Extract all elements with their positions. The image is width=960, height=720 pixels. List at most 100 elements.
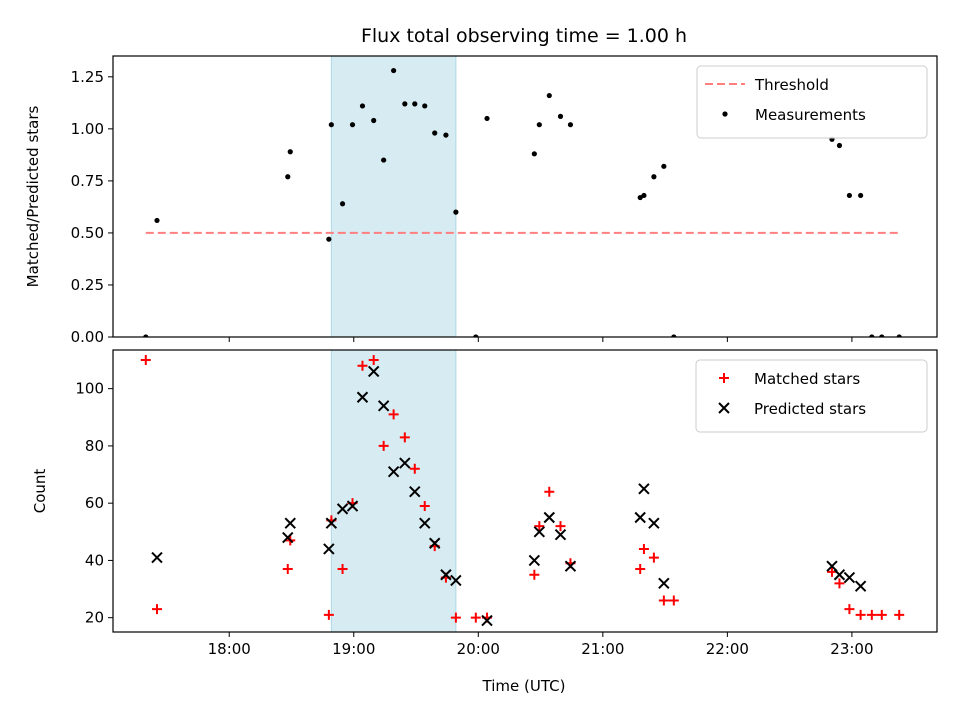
y-tick-label-top-3: 0.75 xyxy=(71,172,104,190)
point-bottom-s1-21 xyxy=(554,528,567,541)
point-bottom-s0-14 xyxy=(419,501,430,512)
x-tick-label-0: 18:00 xyxy=(208,640,251,658)
point-top-s0-5 xyxy=(328,122,334,128)
point-bottom-s1-0 xyxy=(151,551,163,564)
point-bottom-s0-6 xyxy=(337,564,348,575)
point-top-s0-14 xyxy=(422,103,428,109)
legend-label-bottom-0: Matched stars xyxy=(754,370,860,388)
point-top-s0-36 xyxy=(896,334,902,337)
point-top-s0-1 xyxy=(154,217,160,224)
point-bottom-s1-7 xyxy=(356,391,369,403)
chart-title: Flux total observing time = 1.00 h xyxy=(361,25,687,47)
y-tick-label-bottom-1: 40 xyxy=(85,551,104,569)
point-bottom-s1-19 xyxy=(533,526,546,538)
legend-top: Threshold Measurements xyxy=(696,65,928,139)
point-top-s0-2 xyxy=(285,174,291,180)
point-top-s0-27 xyxy=(651,174,657,180)
point-bottom-s1-4 xyxy=(325,517,338,529)
point-bottom-s1-29 xyxy=(843,571,856,584)
point-top-s0-29 xyxy=(671,334,677,337)
point-bottom-s1-3 xyxy=(323,543,335,555)
point-bottom-s0-33 xyxy=(855,609,866,620)
legend-label-top-0: Threshold xyxy=(754,76,829,94)
legend-label-top-1: Measurements xyxy=(755,106,866,124)
point-bottom-s0-8 xyxy=(357,360,368,371)
point-bottom-s0-31 xyxy=(834,578,845,589)
y-tick-label-bottom-0: 20 xyxy=(85,609,104,627)
point-bottom-s0-23 xyxy=(555,521,566,532)
point-top-s0-20 xyxy=(531,151,537,157)
point-bottom-s1-15 xyxy=(440,569,452,581)
legend-box-bottom xyxy=(695,359,928,433)
point-top-s0-16 xyxy=(443,132,449,138)
point-bottom-s0-27 xyxy=(648,552,659,563)
y-tick-label-top-0: 0.00 xyxy=(71,328,104,346)
point-top-s0-32 xyxy=(846,192,853,199)
series-predicted-stars xyxy=(151,365,867,627)
point-top-s0-7 xyxy=(349,122,356,128)
x-tick-label-3: 21:00 xyxy=(581,640,624,658)
point-bottom-s1-30 xyxy=(854,580,867,592)
point-top-s0-26 xyxy=(641,192,647,199)
point-bottom-s1-2 xyxy=(284,517,296,529)
point-top-s0-35 xyxy=(879,334,885,337)
point-bottom-s0-17 xyxy=(450,612,461,623)
point-bottom-s0-0 xyxy=(140,355,151,366)
point-bottom-s0-13 xyxy=(409,463,420,474)
x-tick-label-2: 20:00 xyxy=(457,640,500,658)
panel-count: 20 40 60 80 100 18:00 19:00 20:00 21:00 22:00 23:0… xyxy=(31,349,938,658)
legend-handle-bottom-1 xyxy=(718,402,730,414)
point-top-s0-28 xyxy=(661,163,667,169)
point-bottom-s0-28 xyxy=(658,595,669,606)
point-bottom-s0-4 xyxy=(323,609,334,620)
point-bottom-s0-2 xyxy=(282,564,293,575)
point-top-s0-4 xyxy=(326,236,332,242)
point-bottom-s1-20 xyxy=(543,511,555,524)
point-bottom-s1-1 xyxy=(282,531,294,544)
point-bottom-s1-18 xyxy=(528,554,541,567)
legend-box-top xyxy=(696,65,928,139)
point-bottom-s0-25 xyxy=(635,564,646,575)
y-tick-label-bottom-2: 60 xyxy=(85,494,104,512)
point-top-s0-6 xyxy=(339,201,346,207)
y-tick-label-top-4: 1.00 xyxy=(71,120,104,138)
point-bottom-s1-10 xyxy=(387,465,400,478)
point-top-s0-24 xyxy=(567,122,574,128)
point-bottom-s1-6 xyxy=(346,500,359,512)
y-axis-label-top: Matched/Predicted stars xyxy=(24,106,42,288)
point-bottom-s0-11 xyxy=(388,409,399,420)
point-bottom-s1-23 xyxy=(634,511,646,524)
point-bottom-s0-18 xyxy=(470,612,481,623)
point-bottom-s1-16 xyxy=(450,574,462,587)
point-bottom-s1-17 xyxy=(481,614,493,627)
point-top-s0-3 xyxy=(287,149,293,155)
point-bottom-s0-36 xyxy=(894,609,905,620)
point-bottom-s0-9 xyxy=(368,355,379,366)
x-tick-label-5: 23:00 xyxy=(830,640,873,658)
y-tick-label-top-5: 1.25 xyxy=(71,68,104,86)
point-bottom-s1-26 xyxy=(658,577,670,590)
point-bottom-s0-12 xyxy=(399,432,410,443)
point-bottom-s1-12 xyxy=(409,486,421,498)
point-top-s0-13 xyxy=(412,101,418,107)
point-bottom-s1-9 xyxy=(377,400,390,412)
point-bottom-s0-1 xyxy=(151,604,162,615)
legend-handle-top-1 xyxy=(722,111,728,117)
point-top-s0-17 xyxy=(453,209,459,215)
point-top-s0-33 xyxy=(858,192,864,199)
y-tick-label-top-1: 0.25 xyxy=(71,276,104,294)
point-bottom-s1-14 xyxy=(429,537,441,549)
point-top-s0-8 xyxy=(359,103,366,109)
legend-handle-bottom-0 xyxy=(719,373,729,383)
point-bottom-s1-22 xyxy=(564,560,577,572)
point-bottom-s0-22 xyxy=(544,486,555,497)
point-top-s0-15 xyxy=(432,130,438,136)
point-bottom-s1-8 xyxy=(367,365,380,378)
highlight-span-bottom xyxy=(330,349,457,633)
point-top-s0-10 xyxy=(381,157,387,163)
y-tick-label-bottom-4: 100 xyxy=(75,380,104,398)
point-top-s0-19 xyxy=(484,115,490,122)
point-top-s0-31 xyxy=(836,142,843,149)
x-axis-label: Time (UTC) xyxy=(482,677,566,695)
